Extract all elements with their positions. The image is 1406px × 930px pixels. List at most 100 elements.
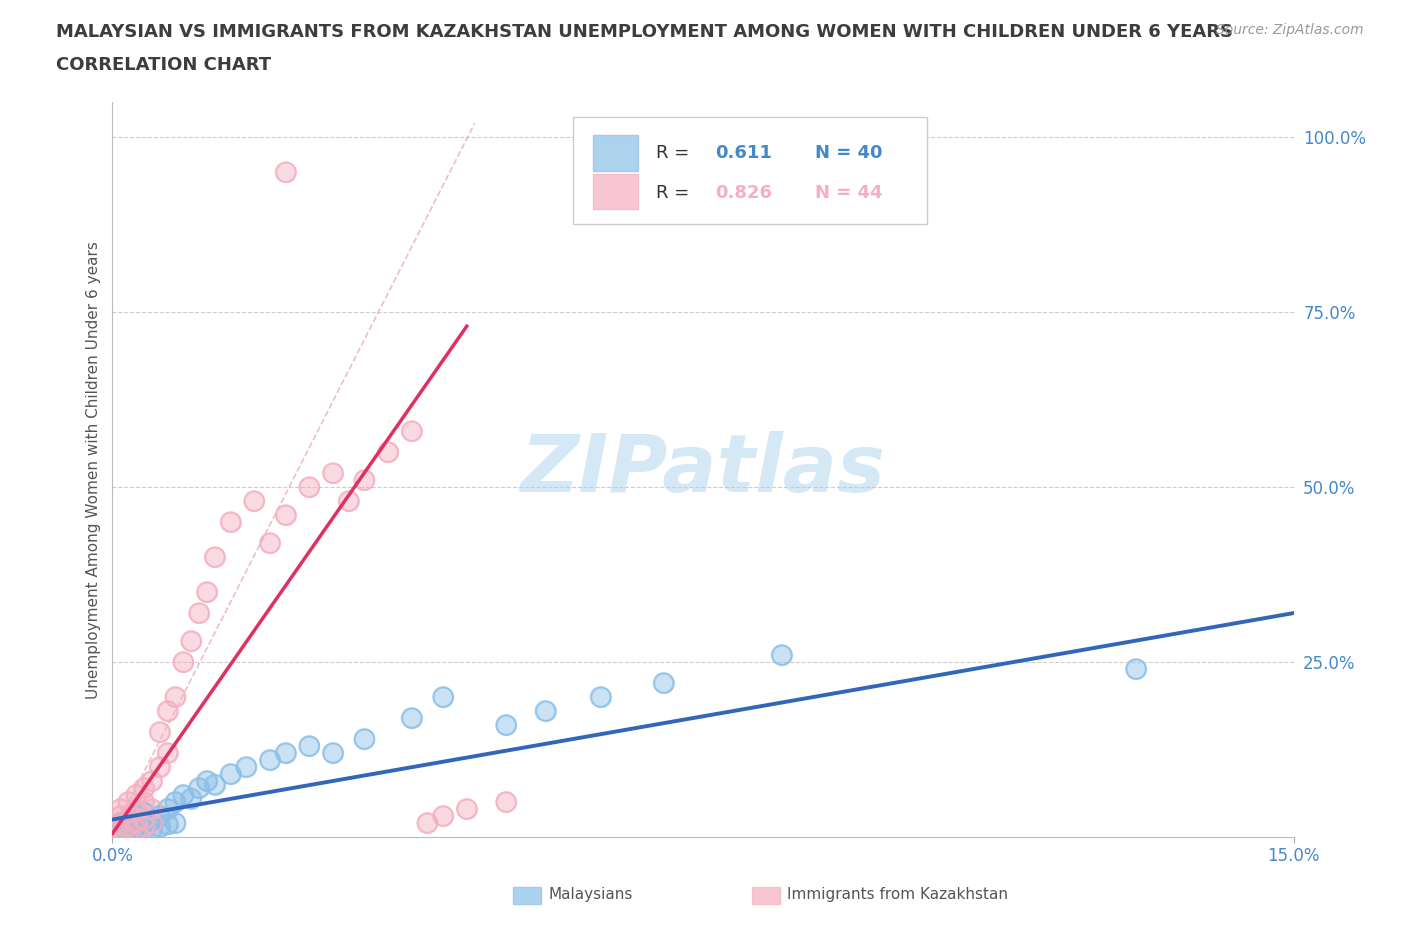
Point (219, 514, 242, 529)
Point (132, 794, 155, 809)
Point (204, 777, 226, 792)
Point (149, 760, 172, 775)
Point (298, 480, 321, 495)
Point (132, 794, 155, 809)
Point (149, 724, 172, 739)
Point (180, 791, 202, 806)
Point (298, 738, 321, 753)
Point (156, 802, 179, 817)
Point (117, 812, 139, 827)
Point (770, 647, 793, 662)
Point (322, 746, 344, 761)
Text: 0.611: 0.611 (714, 144, 772, 162)
Point (132, 805, 155, 820)
Text: R =: R = (655, 183, 695, 202)
Point (110, 822, 132, 837)
Point (117, 822, 139, 837)
Point (132, 822, 155, 837)
Y-axis label: Unemployment Among Women with Children Under 6 years: Unemployment Among Women with Children U… (86, 241, 101, 698)
Point (110, 822, 132, 837)
Point (172, 655, 194, 670)
Point (652, 675, 675, 690)
Point (110, 826, 132, 841)
Text: N = 40: N = 40 (815, 144, 883, 162)
Text: Malaysians: Malaysians (548, 887, 633, 902)
Point (337, 494, 360, 509)
Point (495, 718, 517, 733)
Point (156, 817, 179, 831)
Point (495, 794, 517, 809)
Point (132, 816, 155, 830)
Point (495, 794, 517, 809)
Point (432, 690, 454, 705)
Point (110, 822, 132, 837)
Point (110, 816, 132, 830)
Point (117, 819, 139, 834)
Point (125, 802, 148, 817)
Point (243, 494, 266, 509)
Point (125, 824, 148, 839)
Point (149, 819, 172, 834)
Point (125, 816, 148, 830)
Text: Source: ZipAtlas.com: Source: ZipAtlas.com (1216, 23, 1364, 37)
Point (165, 794, 187, 809)
Point (110, 826, 132, 841)
Point (149, 760, 172, 775)
Point (259, 536, 281, 551)
Point (377, 445, 399, 459)
Point (110, 826, 132, 841)
Text: MALAYSIAN VS IMMIGRANTS FROM KAZAKHSTAN UNEMPLOYMENT AMONG WOMEN WITH CHILDREN U: MALAYSIAN VS IMMIGRANTS FROM KAZAKHSTAN … (56, 23, 1233, 41)
Point (117, 812, 139, 827)
Point (188, 780, 211, 795)
Point (125, 816, 148, 830)
Point (195, 774, 218, 789)
Point (141, 821, 163, 836)
Point (219, 766, 242, 781)
Point (110, 816, 132, 830)
Point (243, 494, 266, 509)
Point (259, 752, 281, 767)
Point (652, 675, 675, 690)
FancyBboxPatch shape (574, 117, 928, 223)
FancyBboxPatch shape (593, 174, 638, 209)
Point (172, 788, 194, 803)
Point (110, 826, 132, 841)
Point (401, 711, 423, 725)
Point (110, 816, 132, 830)
Point (298, 480, 321, 495)
Point (534, 704, 557, 719)
Point (117, 819, 139, 834)
Point (180, 633, 202, 648)
Point (219, 766, 242, 781)
Point (117, 812, 139, 827)
Point (432, 690, 454, 705)
Point (117, 812, 139, 827)
Point (188, 780, 211, 795)
Point (141, 816, 163, 830)
Point (141, 812, 163, 827)
Point (534, 704, 557, 719)
Point (337, 494, 360, 509)
Point (204, 550, 226, 565)
Point (401, 424, 423, 439)
Point (377, 445, 399, 459)
Point (132, 819, 155, 834)
Point (125, 819, 148, 834)
Point (125, 808, 148, 823)
Point (110, 808, 132, 823)
Point (117, 824, 139, 839)
Text: CORRELATION CHART: CORRELATION CHART (56, 56, 271, 73)
Point (125, 802, 148, 817)
Text: 0.826: 0.826 (714, 183, 772, 202)
Point (156, 746, 179, 761)
Point (141, 774, 163, 789)
Point (165, 816, 187, 830)
Point (180, 633, 202, 648)
Point (165, 816, 187, 830)
Point (125, 788, 148, 803)
Point (235, 760, 257, 775)
Point (401, 424, 423, 439)
Point (589, 690, 612, 705)
Point (125, 824, 148, 839)
Point (110, 822, 132, 837)
